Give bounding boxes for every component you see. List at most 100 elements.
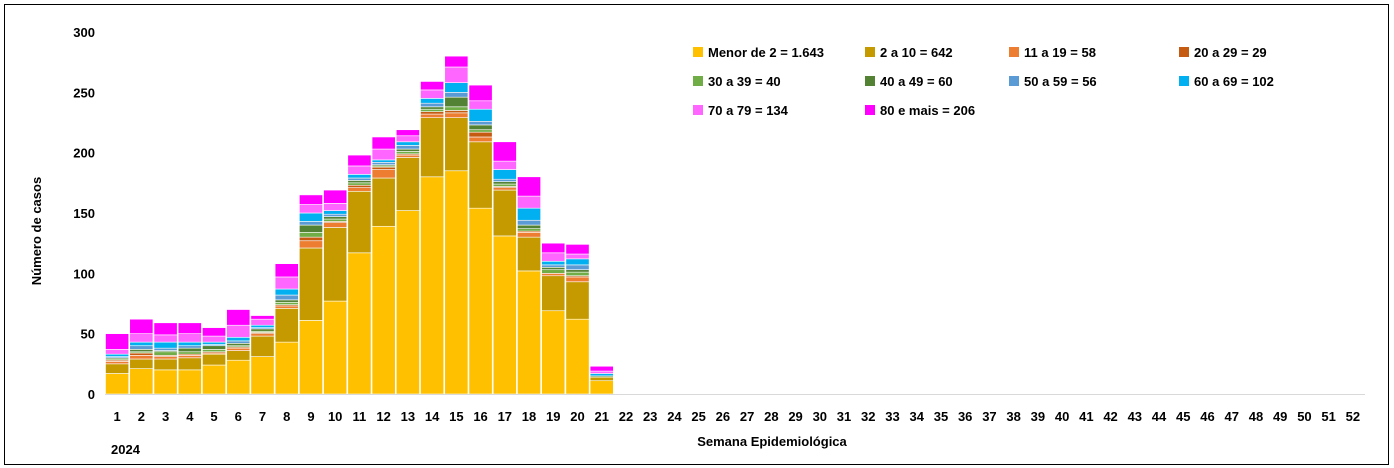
bar-segment	[274, 299, 299, 303]
bar-stack	[299, 194, 323, 395]
x-tick-label: 19	[546, 409, 560, 424]
bar-segment	[226, 336, 251, 342]
x-tick-label: 7	[259, 409, 266, 424]
bar-segment	[565, 271, 590, 277]
bar-segment	[323, 213, 348, 217]
x-tick-label: 28	[764, 409, 778, 424]
bar-stack	[371, 136, 396, 395]
bar-segment	[299, 240, 323, 249]
bar-stack	[468, 84, 493, 395]
bar-segment	[129, 355, 154, 360]
legend-swatch	[1179, 47, 1189, 57]
x-tick-label: 30	[813, 409, 827, 424]
bar-segment	[153, 322, 178, 336]
legend: Menor de 2 = 1.643 2 a 10 = 642 11 a 19 = …	[693, 45, 1274, 118]
x-tick-label: 2	[138, 409, 145, 424]
legend-entry: 60 a 69 = 102	[1194, 74, 1274, 89]
x-tick-label: 5	[210, 409, 217, 424]
bar-segment	[541, 242, 566, 254]
bar-segment	[468, 108, 493, 122]
bar-segment	[226, 343, 251, 347]
bar-segment	[420, 117, 445, 178]
y-tick-label: 50	[81, 327, 95, 342]
bar-segment	[323, 189, 348, 204]
bar-segment	[323, 216, 348, 220]
bar-segment	[226, 309, 251, 326]
bar-stack	[129, 318, 154, 395]
bar-segment	[371, 148, 396, 161]
bar-segment	[299, 320, 323, 395]
x-axis: 1 2 3 4 5 6 7 8 9 10 11 12 13 14 15 16 17 18 19 20 21 22 23 24 2…	[105, 394, 1365, 424]
bar-segment	[468, 141, 493, 209]
x-tick-label: 46	[1200, 409, 1214, 424]
bar-segment	[517, 195, 541, 209]
bar-segment	[468, 84, 493, 102]
bar-segment	[105, 363, 130, 374]
bar-segment	[299, 194, 323, 205]
bar-segment	[541, 252, 566, 262]
bar-segment	[395, 157, 420, 211]
bar-segment	[541, 266, 566, 271]
bar-segment	[129, 318, 154, 334]
bar-stack	[541, 242, 566, 395]
bar-segment	[177, 345, 202, 349]
x-tick-label: 29	[788, 409, 802, 424]
bar-segment	[444, 110, 469, 114]
bar-segment	[177, 322, 202, 334]
bar-segment	[177, 351, 202, 355]
x-tick-label: 51	[1321, 409, 1335, 424]
bar-segment	[299, 204, 323, 214]
bar-segment	[541, 275, 566, 312]
bar-stack	[226, 309, 251, 395]
x-tick-label: 23	[643, 409, 657, 424]
bar-segment	[226, 340, 251, 344]
bar-segment	[202, 353, 226, 366]
bar-segment	[153, 369, 178, 395]
bar-segment	[395, 151, 420, 155]
x-tick-label: 13	[401, 409, 415, 424]
bar-segment	[492, 235, 517, 395]
x-tick-label: 37	[982, 409, 996, 424]
x-tick-label: 3	[162, 409, 169, 424]
bar-segment	[444, 55, 469, 68]
legend-entry: 70 a 79 = 134	[708, 103, 789, 118]
bar-segment	[347, 252, 372, 395]
bar-stack	[105, 333, 130, 395]
bar-segment	[226, 359, 251, 395]
chart-frame: 0 50 100 150 200 250 300 1 2 3 4 5 6 7 8 9 10 11 12 13 14 15…	[4, 4, 1389, 465]
bar-segment	[250, 315, 275, 320]
x-tick-label: 27	[740, 409, 754, 424]
bar-segment	[420, 113, 445, 118]
y-axis: 0 50 100 150 200 250 300	[73, 25, 95, 402]
bar-segment	[565, 253, 590, 260]
y-tick-label: 150	[73, 206, 95, 221]
x-tick-label: 52	[1346, 409, 1360, 424]
bar-segment	[541, 273, 566, 277]
bar-segment	[153, 351, 178, 356]
bar-segment	[541, 264, 566, 268]
x-tick-label: 10	[328, 409, 342, 424]
bar-segment	[299, 247, 323, 321]
x-tick-label: 41	[1079, 409, 1093, 424]
x-tick-label: 48	[1249, 409, 1263, 424]
year-label: 2024	[111, 442, 141, 457]
bar-segment	[565, 244, 590, 255]
bar-segment	[323, 222, 348, 228]
bar-segment	[565, 281, 590, 320]
legend-entry: 40 a 49 = 60	[880, 74, 953, 89]
x-tick-label: 35	[934, 409, 948, 424]
x-tick-label: 39	[1031, 409, 1045, 424]
bar-segment	[323, 210, 348, 215]
x-tick-label: 21	[594, 409, 608, 424]
bar-segment	[129, 368, 154, 395]
bar-segment	[517, 176, 541, 197]
y-tick-label: 0	[88, 387, 95, 402]
bar-segment	[444, 117, 469, 172]
bar-segment	[129, 341, 154, 347]
x-tick-label: 15	[449, 409, 463, 424]
bar-segment	[347, 184, 372, 188]
bar-segment	[492, 187, 517, 191]
bar-segment	[468, 124, 493, 131]
bar-segment	[250, 328, 275, 332]
bar-stack	[250, 315, 275, 395]
